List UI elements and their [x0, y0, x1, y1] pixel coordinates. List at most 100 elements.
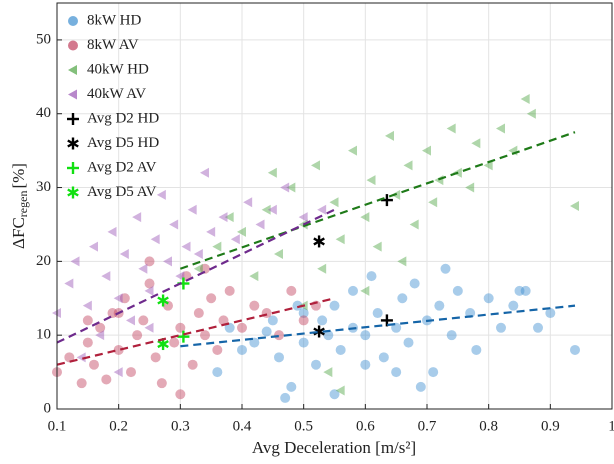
marker-triangle-left: [422, 145, 431, 156]
marker-shape: [366, 175, 376, 186]
marker-circle: [360, 330, 371, 341]
marker-circle: [391, 367, 402, 378]
y-label-main: ΔFC: [9, 217, 28, 249]
marker-circle: [218, 315, 229, 326]
marker-shape: [298, 315, 309, 326]
marker-circle: [520, 285, 531, 296]
marker-shape: [64, 352, 75, 363]
marker-shape: [440, 263, 451, 274]
marker-shape: [570, 344, 580, 355]
marker-shape: [348, 145, 357, 156]
marker-circle: [156, 378, 167, 389]
marker-shape: [249, 300, 260, 311]
marker-circle: [82, 337, 93, 348]
marker-triangle-left: [200, 167, 209, 178]
marker-circle: [193, 308, 204, 319]
marker-circle: [267, 315, 278, 326]
marker-shape: [403, 160, 413, 171]
marker-triangle-left: [520, 93, 530, 104]
marker-shape: [113, 293, 123, 304]
x-tick-label: 0.7: [418, 418, 437, 434]
marker-triangle-left: [212, 241, 222, 252]
marker-triangle-left: [113, 367, 123, 378]
marker-triangle-left: [397, 256, 407, 267]
marker-circle: [107, 308, 118, 319]
marker-shape: [348, 285, 358, 296]
marker-plus: [177, 330, 190, 343]
marker-shape: [366, 271, 377, 282]
marker-shape: [434, 300, 445, 311]
marker-shape: [397, 256, 407, 267]
marker-shape: [508, 300, 519, 311]
marker-shape: [409, 278, 420, 289]
marker-shape: [95, 330, 105, 341]
marker-triangle-left: [526, 108, 536, 119]
marker-shape: [298, 337, 309, 348]
marker-triangle-left: [175, 271, 185, 282]
marker-shape: [329, 389, 340, 400]
marker-shape: [471, 344, 482, 355]
marker-shape: [261, 308, 272, 319]
marker-triangle-left: [335, 385, 345, 396]
marker-shape: [126, 315, 135, 326]
marker-shape: [119, 248, 129, 259]
marker-triangle-left: [348, 145, 357, 156]
x-axis-label: Avg Deceleration [m/s²]: [252, 438, 416, 457]
marker-triangle-left: [163, 256, 172, 267]
marker-triangle-left: [483, 160, 493, 171]
marker-circle: [360, 359, 371, 370]
marker-shape: [132, 212, 142, 223]
marker-circle: [169, 337, 180, 348]
marker-circle: [508, 300, 519, 311]
marker-circle: [200, 263, 210, 274]
x-tick-label: 0.6: [356, 418, 375, 434]
marker-shape: [360, 330, 371, 341]
marker-shape: [335, 344, 346, 355]
x-tick-label: 0.4: [233, 418, 252, 434]
marker-circle: [150, 352, 161, 363]
marker-shape: [119, 293, 130, 304]
marker-triangle-left: [230, 234, 240, 245]
x-tick-label: 0.9: [541, 418, 560, 434]
marker-shape: [520, 285, 531, 296]
marker-triangle-left: [335, 234, 345, 245]
marker-shape: [212, 241, 222, 252]
marker-shape: [237, 344, 247, 355]
marker-circle: [237, 322, 247, 333]
trend-line: [180, 304, 576, 348]
marker-shape: [138, 263, 148, 274]
marker-circle: [261, 326, 272, 337]
marker-circle: [101, 374, 112, 385]
marker-triangle-left: [138, 263, 148, 274]
marker-triangle-left: [224, 212, 234, 223]
marker-shape: [335, 385, 345, 396]
marker-shape: [360, 285, 370, 296]
marker-circle: [329, 389, 340, 400]
marker-shape: [317, 204, 327, 215]
marker-shape: [428, 197, 438, 208]
marker-shape: [89, 241, 98, 252]
marker-circle: [200, 330, 210, 341]
legend-label: 8kW AV: [87, 37, 139, 53]
x-tick-label: 0.1: [48, 418, 67, 434]
marker-asterisk: [313, 325, 325, 338]
x-tick-label: 0.5: [294, 418, 313, 434]
marker-circle: [249, 337, 260, 348]
marker-triangle-left: [193, 263, 203, 274]
marker-circle: [317, 315, 328, 326]
marker-circle: [64, 352, 75, 363]
marker-shape: [317, 315, 328, 326]
marker-shape: [187, 204, 197, 215]
plot-frame: [56, 2, 613, 410]
marker-shape: [68, 65, 77, 75]
marker-triangle-left: [267, 167, 277, 178]
marker-shape: [144, 278, 155, 289]
marker-shape: [193, 308, 204, 319]
marker-shape: [193, 263, 203, 274]
marker-shape: [200, 330, 210, 341]
marker-circle: [446, 330, 457, 341]
marker-shape: [415, 381, 426, 392]
marker-shape: [267, 315, 278, 326]
marker-circle: [237, 344, 247, 355]
